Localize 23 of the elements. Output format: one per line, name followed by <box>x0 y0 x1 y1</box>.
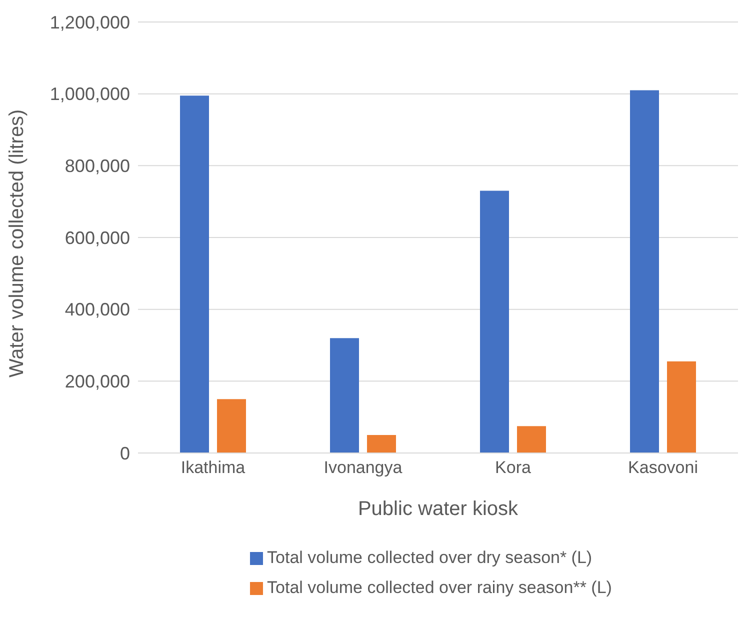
x-tick-label: Kasovoni <box>628 458 698 478</box>
bar <box>180 96 209 453</box>
bar <box>480 190 509 453</box>
legend-label: Total volume collected over dry season* (L) <box>267 548 592 567</box>
bar <box>330 338 359 453</box>
y-tick-label: 400,000 <box>64 300 130 320</box>
y-tick-label: 1,200,000 <box>50 12 130 32</box>
x-tick-label: Ivonangya <box>324 458 403 478</box>
legend-label: Total volume collected over rainy season** (L) <box>267 578 612 597</box>
y-tick-label: 1,000,000 <box>50 84 130 104</box>
x-tick-label: Kora <box>495 458 532 478</box>
x-axis-title: Public water kiosk <box>358 498 520 520</box>
y-tick-label: 200,000 <box>64 372 130 392</box>
y-tick-label: 0 <box>120 443 130 464</box>
y-tick-label: 800,000 <box>64 156 130 176</box>
bar <box>630 90 659 453</box>
y-axis-title: Water volume collected (litres) <box>6 109 28 378</box>
x-tick-label: Ikathima <box>180 458 246 478</box>
bar <box>217 399 246 453</box>
bar <box>517 426 546 453</box>
bar <box>667 361 696 453</box>
bar <box>367 435 396 453</box>
y-tick-label: 600,000 <box>64 228 130 248</box>
